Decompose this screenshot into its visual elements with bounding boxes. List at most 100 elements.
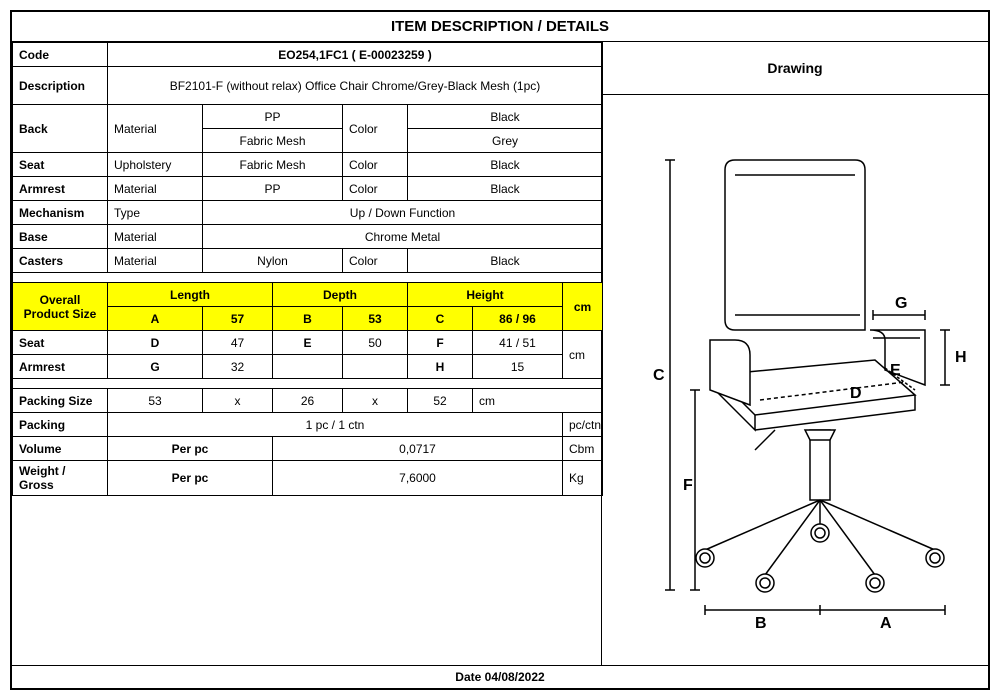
- pack-d2: 26: [273, 389, 343, 413]
- drawing-label-D: D: [850, 385, 862, 402]
- weight-label: Weight / Gross: [13, 461, 108, 496]
- row-mechanism: Mechanism Type Up / Down Function: [13, 201, 603, 225]
- volume-unit: Cbm: [563, 437, 603, 461]
- row-back-1: Back Material PP Color Black: [13, 105, 603, 129]
- dim-A: 57: [203, 307, 273, 331]
- seat-color: Black: [408, 153, 603, 177]
- row-packing-size: Packing Size 53 x 26 x 52 cm: [13, 389, 603, 413]
- row-code: Code EO254,1FC1 ( E-00023259 ): [13, 43, 603, 67]
- row-dim-armrest: Armrest G 32 H 15: [13, 355, 603, 379]
- dim-D: 47: [203, 331, 273, 355]
- armrest-mat: PP: [203, 177, 343, 201]
- dim-B-label: B: [273, 307, 343, 331]
- dim-E-label: E: [273, 331, 343, 355]
- drawing-label-B: B: [755, 615, 767, 630]
- dim-seat-label: Seat: [13, 331, 108, 355]
- dim-C-label: C: [408, 307, 473, 331]
- back-material-2: Fabric Mesh: [203, 129, 343, 153]
- spec-table-top: Code EO254,1FC1 ( E-00023259 ) Descripti…: [12, 42, 603, 496]
- footer-date: Date 04/08/2022: [12, 665, 988, 688]
- armrest-label: Armrest: [13, 177, 108, 201]
- row-dim-seat: Seat D 47 E 50 F 41 / 51 cm: [13, 331, 603, 355]
- pack-x1: x: [203, 389, 273, 413]
- casters-color-label: Color: [343, 249, 408, 273]
- drawing-label-A: A: [880, 615, 892, 630]
- dim-B: 53: [343, 307, 408, 331]
- pack-d1: 53: [108, 389, 203, 413]
- row-armrest: Armrest Material PP Color Black: [13, 177, 603, 201]
- packing-value: 1 pc / 1 ctn: [108, 413, 563, 437]
- row-base: Base Material Chrome Metal: [13, 225, 603, 249]
- dim-E: 50: [343, 331, 408, 355]
- casters-color: Black: [408, 249, 603, 273]
- row-description: Description BF2101-F (without relax) Off…: [13, 67, 603, 105]
- length-label: Length: [108, 283, 273, 307]
- weight-perpc: Per pc: [108, 461, 273, 496]
- volume-perpc: Per pc: [108, 437, 273, 461]
- separator-1: [13, 273, 603, 283]
- back-material-1: PP: [203, 105, 343, 129]
- description-label: Description: [13, 67, 108, 105]
- drawing-label-C: C: [653, 367, 665, 384]
- seat-uph-label: Upholstery: [108, 153, 203, 177]
- back-material-label: Material: [108, 105, 203, 153]
- dim-G-label: G: [108, 355, 203, 379]
- packsize-label: Packing Size: [13, 389, 108, 413]
- main-area: Code EO254,1FC1 ( E-00023259 ) Descripti…: [12, 42, 988, 665]
- height-label: Height: [408, 283, 563, 307]
- casters-mat: Nylon: [203, 249, 343, 273]
- seat-uph: Fabric Mesh: [203, 153, 343, 177]
- packing-label: Packing: [13, 413, 108, 437]
- drawing-label-F: F: [683, 477, 693, 494]
- back-color-label: Color: [343, 105, 408, 153]
- base-mat-label: Material: [108, 225, 203, 249]
- weight-value: 7,6000: [273, 461, 563, 496]
- drawing-area: C F G H E D B A: [602, 95, 988, 665]
- drawing-label-G: G: [895, 295, 907, 312]
- row-dim-header: Overall Product Size Length Depth Height…: [13, 283, 603, 307]
- base-mat: Chrome Metal: [203, 225, 603, 249]
- row-seat: Seat Upholstery Fabric Mesh Color Black: [13, 153, 603, 177]
- casters-mat-label: Material: [108, 249, 203, 273]
- dim-D-label: D: [108, 331, 203, 355]
- weight-unit: Kg: [563, 461, 603, 496]
- pack-unit: cm: [473, 389, 603, 413]
- drawing-title: Drawing: [602, 42, 988, 95]
- dim-C: 86 / 96: [473, 307, 563, 331]
- depth-label: Depth: [273, 283, 408, 307]
- mech-label: Mechanism: [13, 201, 108, 225]
- spec-sheet: ITEM DESCRIPTION / DETAILS Code EO254,1F…: [10, 10, 990, 690]
- seat-color-label: Color: [343, 153, 408, 177]
- mech-type: Up / Down Function: [203, 201, 603, 225]
- base-label: Base: [13, 225, 108, 249]
- back-color-2: Grey: [408, 129, 603, 153]
- armrest-color-label: Color: [343, 177, 408, 201]
- casters-label: Casters: [13, 249, 108, 273]
- armrest-color: Black: [408, 177, 603, 201]
- code-label: Code: [13, 43, 108, 67]
- chair-drawing-icon: C F G H E D B A: [615, 130, 975, 630]
- drawing-label-H: H: [955, 349, 967, 366]
- dim-F: 41 / 51: [473, 331, 563, 355]
- date-label: Date: [455, 670, 481, 684]
- row-packing: Packing 1 pc / 1 ctn pc/ctn: [13, 413, 603, 437]
- drawing-panel: Drawing: [602, 42, 988, 665]
- pack-x2: x: [343, 389, 408, 413]
- back-label: Back: [13, 105, 108, 153]
- sheet-title: ITEM DESCRIPTION / DETAILS: [12, 12, 988, 42]
- volume-label: Volume: [13, 437, 108, 461]
- row-weight: Weight / Gross Per pc 7,6000 Kg: [13, 461, 603, 496]
- overall-label: Overall Product Size: [13, 283, 108, 331]
- dim-unit-cm2: cm: [563, 331, 603, 379]
- date-value: 04/08/2022: [485, 670, 545, 684]
- armrest-mat-label: Material: [108, 177, 203, 201]
- seat-label: Seat: [13, 153, 108, 177]
- spec-left: Code EO254,1FC1 ( E-00023259 ) Descripti…: [12, 42, 602, 665]
- dim-F-label: F: [408, 331, 473, 355]
- drawing-label-E: E: [890, 362, 901, 379]
- dim-unit: cm: [563, 283, 603, 331]
- dim-G: 32: [203, 355, 273, 379]
- dim-A-label: A: [108, 307, 203, 331]
- code-value: EO254,1FC1 ( E-00023259 ): [108, 43, 603, 67]
- row-volume: Volume Per pc 0,0717 Cbm: [13, 437, 603, 461]
